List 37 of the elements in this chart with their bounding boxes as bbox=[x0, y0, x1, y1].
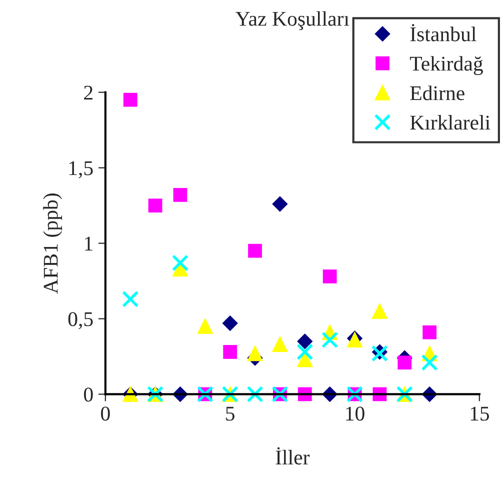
point bbox=[421, 354, 438, 371]
point bbox=[372, 304, 388, 319]
point bbox=[248, 244, 262, 258]
chart-title: Yaz Koşulları bbox=[236, 11, 350, 30]
point bbox=[173, 188, 188, 202]
point bbox=[297, 334, 312, 349]
legend-label: Kırklareli bbox=[410, 115, 490, 130]
x-axis-title: İller bbox=[276, 447, 310, 465]
point bbox=[422, 325, 436, 340]
point bbox=[246, 386, 264, 403]
point bbox=[123, 92, 138, 107]
legend-label: Edirne bbox=[410, 86, 464, 100]
y-tick-label: 1 bbox=[85, 236, 92, 250]
y-tick-label: 0 bbox=[84, 388, 93, 402]
point bbox=[296, 344, 314, 360]
point bbox=[148, 198, 162, 212]
point bbox=[122, 290, 139, 308]
point bbox=[322, 270, 337, 284]
x-tick-label: 15 bbox=[470, 406, 490, 421]
legend-label: İstanbul bbox=[410, 24, 476, 42]
point bbox=[172, 254, 189, 272]
y-tick-label: 2 bbox=[84, 86, 92, 100]
point bbox=[222, 316, 238, 331]
point bbox=[398, 356, 412, 370]
y-axis-title: AFB1 (ppb) bbox=[43, 194, 62, 294]
x-tick-label: 10 bbox=[346, 406, 364, 421]
point bbox=[321, 332, 338, 348]
x-tick-label: 0 bbox=[101, 406, 110, 421]
x-tick-label: 5 bbox=[226, 406, 234, 421]
point bbox=[272, 336, 288, 352]
point bbox=[272, 196, 288, 212]
y-tick-label: 0,5 bbox=[68, 312, 93, 330]
point bbox=[198, 318, 213, 334]
point bbox=[247, 346, 263, 362]
point bbox=[223, 345, 238, 359]
legend-label: Tekirdağ bbox=[410, 56, 483, 76]
y-tick-label: 1,5 bbox=[69, 161, 93, 178]
